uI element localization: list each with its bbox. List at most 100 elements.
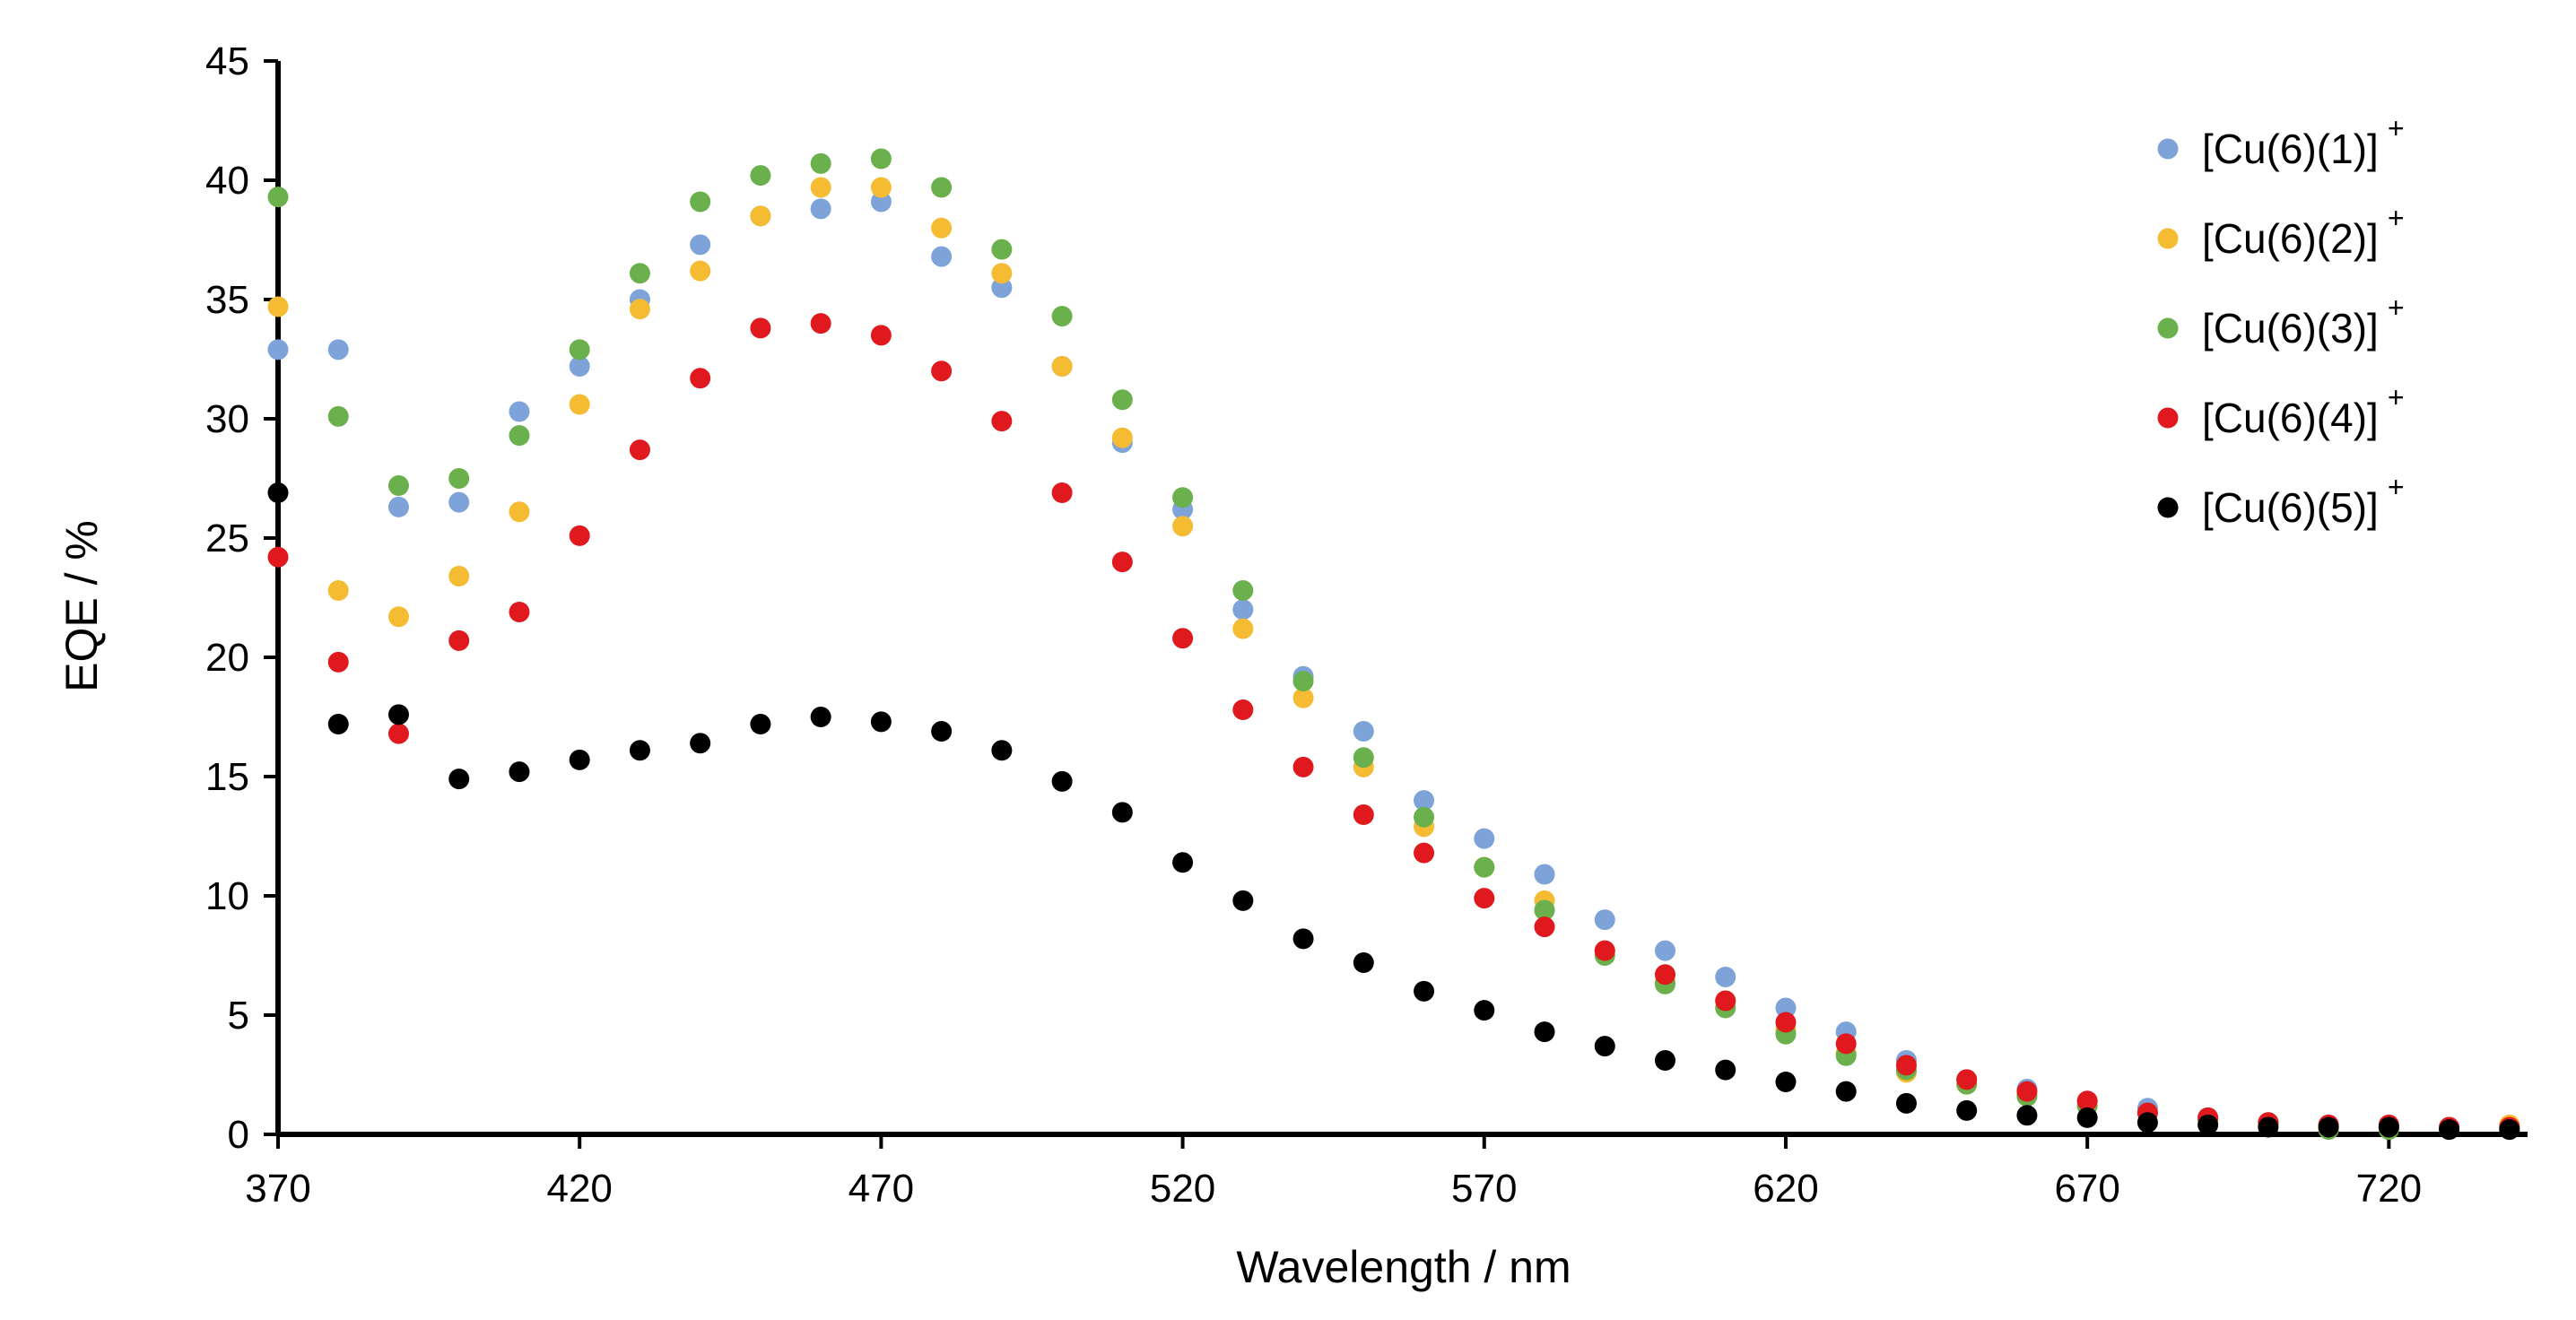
data-point bbox=[1654, 940, 1675, 961]
data-point bbox=[1654, 964, 1675, 986]
data-point bbox=[991, 263, 1013, 284]
x-tick-label: 670 bbox=[2054, 1167, 2119, 1211]
data-point bbox=[1474, 1000, 1495, 1021]
data-point bbox=[1534, 1021, 1555, 1043]
data-point bbox=[1534, 916, 1555, 938]
data-point bbox=[991, 239, 1013, 260]
legend-item-2: [Cu(6)(2)] + bbox=[2157, 202, 2405, 262]
data-point bbox=[1051, 770, 1073, 792]
data-point bbox=[2258, 1116, 2279, 1138]
data-point bbox=[1292, 928, 1314, 950]
data-point bbox=[509, 401, 530, 422]
legend-label: [Cu(6)(2)] bbox=[2202, 215, 2379, 262]
data-point bbox=[1474, 888, 1495, 909]
y-tick-label: 45 bbox=[205, 39, 249, 83]
data-point bbox=[1232, 618, 1254, 639]
data-point bbox=[1414, 980, 1435, 1002]
data-point bbox=[1715, 966, 1736, 987]
data-point bbox=[2499, 1119, 2520, 1141]
data-point bbox=[2137, 1112, 2158, 1133]
data-point bbox=[690, 368, 711, 389]
data-point bbox=[448, 566, 470, 587]
data-point bbox=[810, 152, 831, 174]
data-point bbox=[267, 296, 289, 317]
y-tick-label: 0 bbox=[228, 1113, 249, 1157]
data-point bbox=[629, 740, 650, 761]
data-point bbox=[448, 491, 470, 513]
data-point bbox=[931, 720, 953, 742]
data-point bbox=[327, 651, 349, 673]
series-3 bbox=[267, 148, 2520, 1141]
data-point bbox=[2378, 1116, 2399, 1138]
data-point bbox=[1353, 720, 1374, 742]
data-point bbox=[1111, 427, 1133, 448]
legend: [Cu(6)(1)] +[Cu(6)(2)] +[Cu(6)(3)] +[Cu(6)(… bbox=[2157, 112, 2405, 531]
data-point bbox=[931, 177, 953, 198]
data-point bbox=[810, 198, 831, 220]
data-point bbox=[991, 740, 1013, 761]
data-point bbox=[1051, 482, 1073, 503]
data-point bbox=[1111, 551, 1133, 573]
legend-superscript: + bbox=[2388, 112, 2405, 144]
data-point bbox=[327, 713, 349, 734]
data-point bbox=[267, 187, 289, 208]
data-point bbox=[1111, 389, 1133, 411]
y-tick-label: 40 bbox=[205, 159, 249, 203]
data-point bbox=[387, 704, 409, 725]
legend-item-3: [Cu(6)(3)] + bbox=[2157, 291, 2405, 352]
data-point bbox=[870, 325, 892, 346]
data-point bbox=[810, 177, 831, 198]
data-point bbox=[1594, 909, 1615, 931]
legend-superscript: + bbox=[2388, 291, 2405, 324]
data-point bbox=[1292, 687, 1314, 708]
legend-marker bbox=[2157, 497, 2179, 518]
data-point bbox=[569, 394, 590, 415]
data-point bbox=[1232, 580, 1254, 602]
data-point bbox=[327, 405, 349, 427]
series-1 bbox=[267, 191, 2520, 1138]
data-point bbox=[690, 191, 711, 213]
data-point bbox=[1895, 1055, 1917, 1076]
data-point bbox=[1111, 802, 1133, 823]
data-point bbox=[387, 606, 409, 628]
data-point bbox=[387, 723, 409, 744]
data-point bbox=[629, 263, 650, 284]
x-tick-label: 420 bbox=[546, 1167, 612, 1211]
data-point bbox=[327, 580, 349, 602]
data-point bbox=[327, 339, 349, 360]
data-point bbox=[1051, 306, 1073, 327]
data-point bbox=[1534, 899, 1555, 921]
data-point bbox=[1775, 1012, 1797, 1033]
legend-marker bbox=[2157, 407, 2179, 429]
data-point bbox=[1534, 864, 1555, 885]
data-point bbox=[569, 339, 590, 360]
x-tick-label: 620 bbox=[1753, 1167, 1818, 1211]
data-point bbox=[750, 205, 771, 227]
data-point bbox=[1172, 487, 1194, 508]
data-point bbox=[690, 260, 711, 282]
data-point bbox=[991, 277, 1013, 299]
x-tick-label: 470 bbox=[849, 1167, 914, 1211]
data-point bbox=[448, 769, 470, 790]
axes: 0 5 10 15 20 25 30 35 40 45 370 420 470 520 570 620 670 7… bbox=[205, 39, 2528, 1211]
data-point bbox=[1353, 804, 1374, 826]
x-axis-title: Wavelength / nm bbox=[1236, 1242, 1571, 1292]
data-point bbox=[267, 546, 289, 568]
data-point bbox=[870, 711, 892, 733]
data-point bbox=[1353, 747, 1374, 769]
data-point bbox=[810, 707, 831, 727]
legend-superscript: + bbox=[2388, 202, 2405, 234]
data-point bbox=[1474, 828, 1495, 849]
data-point bbox=[2016, 1081, 2038, 1102]
data-point bbox=[1835, 1033, 1857, 1055]
data-point bbox=[1353, 951, 1374, 973]
data-point bbox=[448, 630, 470, 651]
legend-item-1: [Cu(6)(1)] + bbox=[2157, 112, 2405, 172]
data-point bbox=[2016, 1105, 2038, 1126]
data-point bbox=[1956, 1069, 1978, 1090]
data-point bbox=[569, 355, 590, 377]
x-tick-label: 570 bbox=[1451, 1167, 1517, 1211]
data-point bbox=[991, 411, 1013, 432]
series-4 bbox=[267, 313, 2520, 1138]
